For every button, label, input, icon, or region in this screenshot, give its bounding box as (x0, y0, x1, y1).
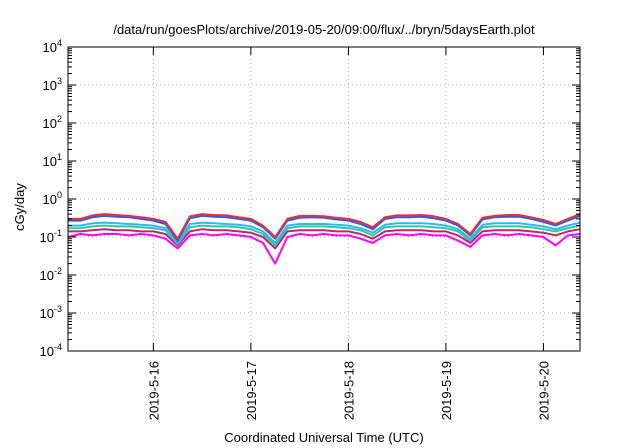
series-line (68, 213, 581, 240)
chart-title: /data/run/goesPlots/archive/2019-05-20/0… (113, 22, 535, 37)
series-lines (67, 213, 581, 265)
gridlines (68, 47, 580, 351)
series-line (68, 228, 581, 250)
series-line (68, 221, 581, 244)
series-line (67, 233, 581, 265)
x-tick-label: 2019-5-16 (146, 361, 161, 420)
x-axis-label: Coordinated Universal Time (UTC) (224, 430, 423, 445)
x-axis-ticks: 2019-5-16 2019-5-17 2019-5-18 2019-5-19 2019… (146, 47, 551, 420)
x-tick-label: 2019-5-20 (536, 361, 551, 420)
series-line (68, 224, 581, 247)
series-line (68, 214, 581, 242)
x-tick-label: 2019-5-18 (341, 361, 356, 420)
y-axis-label: cGy/day (12, 183, 27, 231)
x-tick-label: 2019-5-17 (244, 361, 259, 420)
x-tick-label: 2019-5-19 (439, 361, 454, 420)
